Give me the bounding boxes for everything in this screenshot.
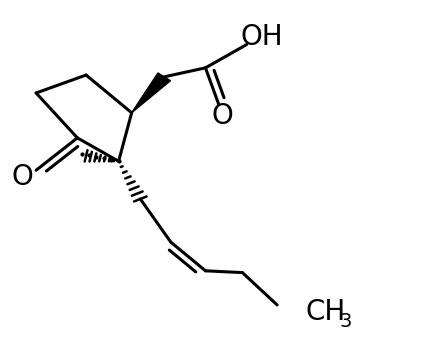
Text: O: O xyxy=(212,102,234,130)
Polygon shape xyxy=(132,73,170,113)
Text: O: O xyxy=(11,163,33,191)
Text: CH: CH xyxy=(305,298,346,326)
Text: OH: OH xyxy=(241,23,283,51)
Text: 3: 3 xyxy=(339,312,352,331)
